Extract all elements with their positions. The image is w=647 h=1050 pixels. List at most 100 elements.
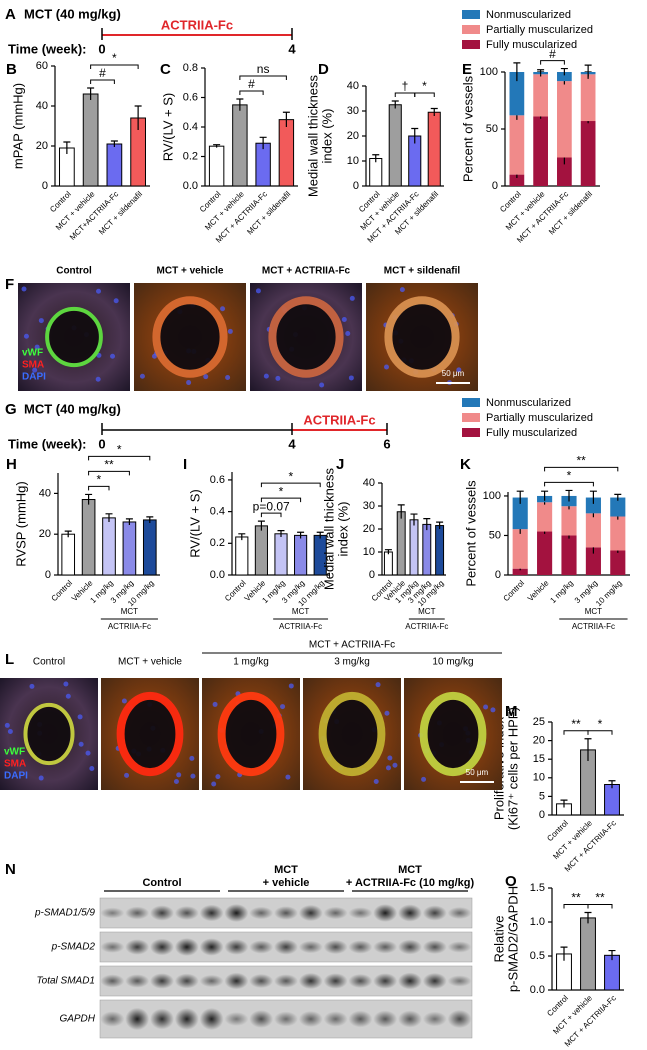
nucleus bbox=[349, 295, 355, 301]
nucleus bbox=[263, 373, 269, 379]
y-tick-label: 0.8 bbox=[183, 62, 198, 74]
significance-label: † bbox=[402, 79, 409, 93]
bar bbox=[435, 525, 445, 576]
vessel-wall bbox=[268, 296, 344, 378]
nucleus bbox=[110, 353, 116, 359]
significance-bracket bbox=[260, 512, 282, 518]
y-axis-label: Medial wall thickness bbox=[305, 74, 320, 197]
error-bar bbox=[608, 949, 616, 961]
significance-label: * bbox=[422, 79, 427, 93]
blot-band bbox=[199, 1007, 224, 1031]
panel-letter: A bbox=[5, 6, 16, 23]
blot-band bbox=[224, 972, 249, 990]
blot-band bbox=[348, 1010, 373, 1028]
nucleus bbox=[176, 772, 182, 778]
column-label: Control bbox=[33, 657, 65, 668]
nucleus bbox=[490, 707, 496, 713]
blot-band bbox=[348, 907, 373, 919]
blot-band bbox=[274, 1011, 298, 1027]
nucleus bbox=[319, 382, 325, 388]
error-bar bbox=[516, 490, 524, 504]
legend-swatch bbox=[462, 428, 480, 437]
error-bar bbox=[410, 513, 418, 526]
bar-segment bbox=[585, 547, 601, 575]
nucleus bbox=[63, 681, 69, 687]
blot-band bbox=[249, 906, 274, 920]
significance-bracket bbox=[544, 466, 619, 472]
bar-segment bbox=[537, 531, 553, 575]
error-bar bbox=[282, 111, 290, 127]
error-bar bbox=[277, 530, 285, 537]
x-tick-label: 10 mg/kg bbox=[594, 579, 624, 609]
panel-letter: M bbox=[505, 703, 518, 720]
y-tick-label: 1.5 bbox=[530, 882, 545, 894]
error-bar bbox=[316, 531, 324, 539]
timeline-axis-label: Time (week): bbox=[8, 41, 87, 56]
x-tick-label: Control bbox=[50, 578, 75, 603]
nucleus bbox=[21, 286, 27, 292]
significance-label: ** bbox=[104, 458, 114, 472]
timeline-axis-label: Time (week): bbox=[8, 436, 87, 451]
bar bbox=[208, 145, 225, 187]
bar-segment bbox=[580, 74, 596, 122]
y-axis-label: Percent of vessels bbox=[460, 75, 475, 182]
legend-label: Nonmuscularized bbox=[486, 397, 571, 409]
nucleus bbox=[387, 755, 393, 761]
x-tick-label: Control bbox=[502, 578, 527, 603]
group-label: ACTRIIA-Fc bbox=[279, 622, 322, 631]
stain-label: vWF bbox=[22, 348, 43, 359]
blot-group-label: + ACTRIIA-Fc (10 mg/kg) bbox=[346, 877, 475, 889]
blot-band bbox=[398, 939, 422, 955]
bar bbox=[82, 93, 99, 187]
nucleus bbox=[215, 774, 221, 780]
drug-label: ACTRIIA-Fc bbox=[303, 412, 375, 427]
stain-label: SMA bbox=[4, 759, 26, 770]
vessel-wall bbox=[152, 296, 228, 378]
y-tick-label: 0 bbox=[492, 180, 498, 192]
significance-label: * bbox=[567, 469, 572, 483]
nucleus bbox=[85, 750, 91, 756]
error-bar bbox=[411, 127, 419, 144]
y-tick-label: 20 bbox=[363, 523, 375, 535]
legend-label: Fully muscularized bbox=[486, 39, 577, 51]
vessel-wall bbox=[45, 306, 103, 368]
bar bbox=[409, 519, 419, 576]
significance-bracket bbox=[239, 90, 264, 95]
significance-label: ** bbox=[595, 891, 605, 905]
nucleus bbox=[124, 772, 130, 778]
legend-label: Partially muscularized bbox=[486, 412, 593, 424]
y-axis-label: RVSP (mmHg) bbox=[13, 481, 28, 566]
y-tick-label: 0 bbox=[495, 569, 501, 581]
significance-bracket bbox=[563, 730, 589, 735]
timeline-tick-label: 6 bbox=[383, 436, 390, 451]
significance-bracket bbox=[587, 903, 613, 909]
column-label: Control bbox=[56, 266, 92, 277]
vessel-wall bbox=[318, 691, 386, 777]
blot-band bbox=[422, 1011, 447, 1027]
group-label: ACTRIIA-Fc bbox=[108, 622, 151, 631]
group-label: ACTRIIA-Fc bbox=[405, 622, 448, 631]
error-bar bbox=[436, 521, 444, 529]
blot-band bbox=[249, 973, 274, 989]
timeline-tick-label: 0 bbox=[98, 41, 105, 56]
bar-segment bbox=[512, 497, 528, 530]
panel-letter: D bbox=[318, 61, 329, 78]
blot-band bbox=[249, 940, 274, 954]
significance-label: ** bbox=[571, 717, 581, 731]
y-axis-label: p-SMAD2/GAPDH bbox=[505, 886, 520, 992]
nucleus bbox=[139, 373, 145, 379]
y-tick-label: 5 bbox=[539, 790, 545, 802]
y-axis-label: mPAP (mmHg) bbox=[10, 83, 25, 169]
bar bbox=[235, 536, 249, 576]
nucleus bbox=[89, 765, 95, 771]
timeline-tick-label: 4 bbox=[288, 41, 296, 56]
error-bar bbox=[608, 780, 616, 789]
bar-segment bbox=[561, 506, 577, 536]
error-bar bbox=[430, 107, 438, 116]
error-bar bbox=[423, 518, 431, 531]
nucleus bbox=[29, 683, 35, 689]
panel-letter: O bbox=[505, 873, 517, 890]
bar bbox=[396, 511, 406, 576]
bar bbox=[580, 917, 596, 991]
column-label: 10 mg/kg bbox=[432, 657, 473, 668]
